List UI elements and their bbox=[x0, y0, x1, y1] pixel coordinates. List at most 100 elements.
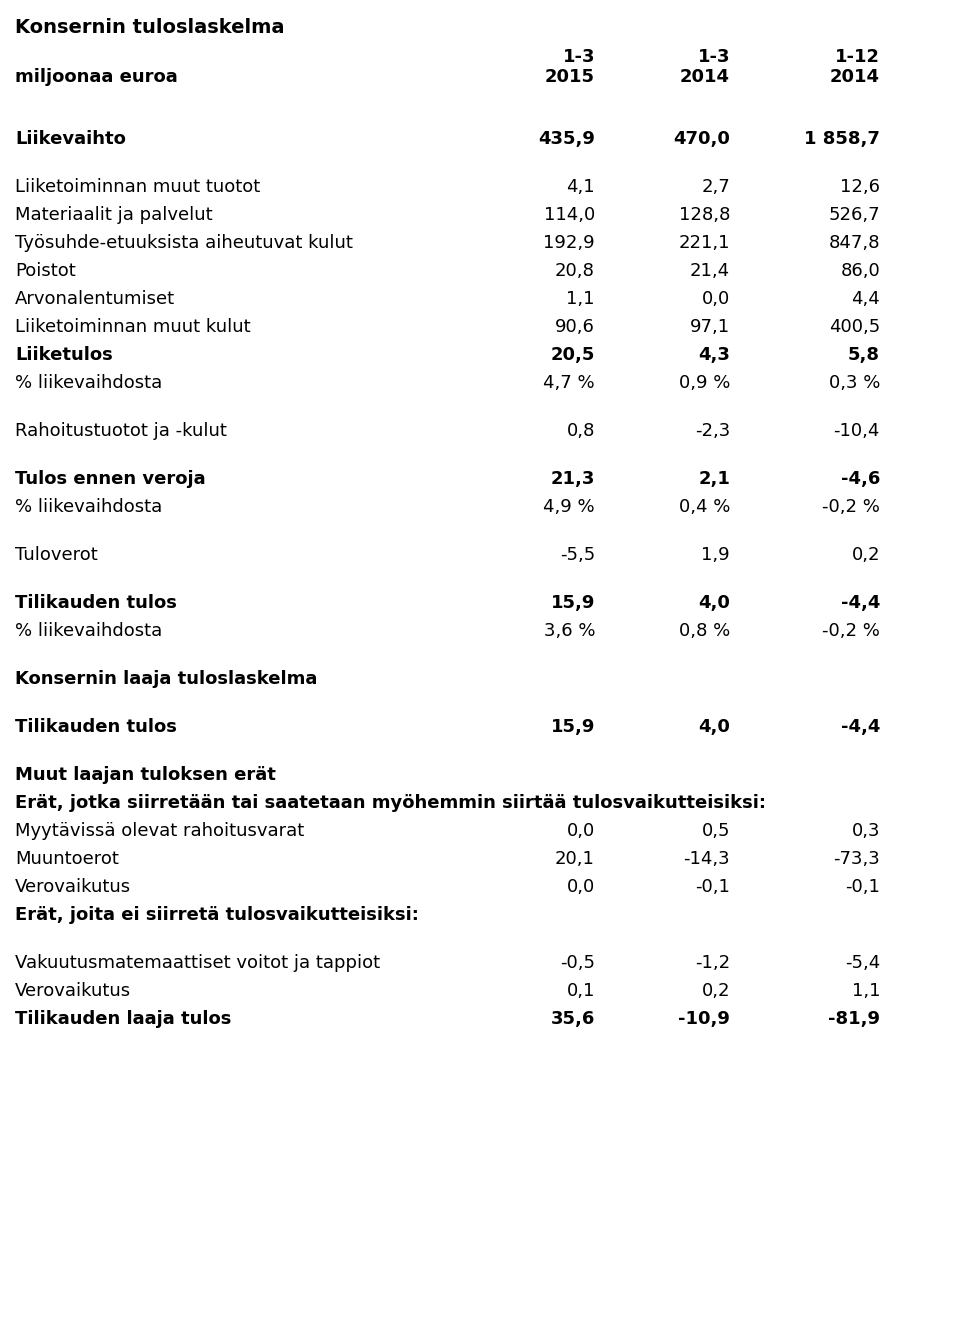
Text: 4,0: 4,0 bbox=[698, 719, 730, 736]
Text: 4,9 %: 4,9 % bbox=[543, 498, 595, 516]
Text: Muuntoerot: Muuntoerot bbox=[15, 850, 119, 868]
Text: 114,0: 114,0 bbox=[543, 205, 595, 224]
Text: % liikevaihdosta: % liikevaihdosta bbox=[15, 373, 162, 392]
Text: Tilikauden tulos: Tilikauden tulos bbox=[15, 594, 177, 612]
Text: 0,8: 0,8 bbox=[566, 422, 595, 441]
Text: Erät, joita ei siirretä tulosvaikutteisiksi:: Erät, joita ei siirretä tulosvaikutteisi… bbox=[15, 907, 419, 924]
Text: miljoonaa euroa: miljoonaa euroa bbox=[15, 68, 178, 86]
Text: Tuloverot: Tuloverot bbox=[15, 547, 98, 564]
Text: 4,4: 4,4 bbox=[852, 290, 880, 308]
Text: -5,5: -5,5 bbox=[560, 547, 595, 564]
Text: 0,1: 0,1 bbox=[566, 982, 595, 1001]
Text: 4,0: 4,0 bbox=[698, 594, 730, 612]
Text: Liiketulos: Liiketulos bbox=[15, 346, 112, 364]
Text: 2014: 2014 bbox=[680, 68, 730, 86]
Text: Erät, jotka siirretään tai saatetaan myöhemmin siirtää tulosvaikutteisiksi:: Erät, jotka siirretään tai saatetaan myö… bbox=[15, 794, 766, 813]
Text: 1-3: 1-3 bbox=[698, 48, 730, 66]
Text: 470,0: 470,0 bbox=[673, 130, 730, 148]
Text: Tulos ennen veroja: Tulos ennen veroja bbox=[15, 470, 205, 488]
Text: 2015: 2015 bbox=[545, 68, 595, 86]
Text: Myytävissä olevat rahoitusvarat: Myytävissä olevat rahoitusvarat bbox=[15, 822, 304, 839]
Text: -0,2 %: -0,2 % bbox=[822, 498, 880, 516]
Text: 21,3: 21,3 bbox=[551, 470, 595, 488]
Text: 5,8: 5,8 bbox=[848, 346, 880, 364]
Text: 1,1: 1,1 bbox=[566, 290, 595, 308]
Text: Liiketoiminnan muut tuotot: Liiketoiminnan muut tuotot bbox=[15, 179, 260, 196]
Text: 1-12: 1-12 bbox=[835, 48, 880, 66]
Text: Tilikauden laaja tulos: Tilikauden laaja tulos bbox=[15, 1010, 231, 1027]
Text: Arvonalentumiset: Arvonalentumiset bbox=[15, 290, 175, 308]
Text: -0,1: -0,1 bbox=[695, 878, 730, 896]
Text: 20,5: 20,5 bbox=[551, 346, 595, 364]
Text: 2,1: 2,1 bbox=[698, 470, 730, 488]
Text: 0,0: 0,0 bbox=[702, 290, 730, 308]
Text: 221,1: 221,1 bbox=[679, 234, 730, 252]
Text: Verovaikutus: Verovaikutus bbox=[15, 982, 132, 1001]
Text: 1 858,7: 1 858,7 bbox=[804, 130, 880, 148]
Text: 526,7: 526,7 bbox=[828, 205, 880, 224]
Text: 2014: 2014 bbox=[830, 68, 880, 86]
Text: 400,5: 400,5 bbox=[828, 318, 880, 336]
Text: % liikevaihdosta: % liikevaihdosta bbox=[15, 498, 162, 516]
Text: Rahoitustuotot ja -kulut: Rahoitustuotot ja -kulut bbox=[15, 422, 227, 441]
Text: 0,2: 0,2 bbox=[702, 982, 730, 1001]
Text: -0,1: -0,1 bbox=[845, 878, 880, 896]
Text: -4,4: -4,4 bbox=[841, 719, 880, 736]
Text: 1,9: 1,9 bbox=[702, 547, 730, 564]
Text: Verovaikutus: Verovaikutus bbox=[15, 878, 132, 896]
Text: -73,3: -73,3 bbox=[833, 850, 880, 868]
Text: -0,2 %: -0,2 % bbox=[822, 622, 880, 641]
Text: -0,5: -0,5 bbox=[560, 954, 595, 972]
Text: 15,9: 15,9 bbox=[551, 719, 595, 736]
Text: 4,3: 4,3 bbox=[698, 346, 730, 364]
Text: Konsernin laaja tuloslaskelma: Konsernin laaja tuloslaskelma bbox=[15, 670, 318, 688]
Text: Konsernin tuloslaskelma: Konsernin tuloslaskelma bbox=[15, 17, 284, 38]
Text: Materiaalit ja palvelut: Materiaalit ja palvelut bbox=[15, 205, 212, 224]
Text: 0,2: 0,2 bbox=[852, 547, 880, 564]
Text: 35,6: 35,6 bbox=[551, 1010, 595, 1027]
Text: 4,7 %: 4,7 % bbox=[543, 373, 595, 392]
Text: % liikevaihdosta: % liikevaihdosta bbox=[15, 622, 162, 641]
Text: Muut laajan tuloksen erät: Muut laajan tuloksen erät bbox=[15, 766, 276, 784]
Text: 0,3 %: 0,3 % bbox=[828, 373, 880, 392]
Text: -1,2: -1,2 bbox=[695, 954, 730, 972]
Text: -14,3: -14,3 bbox=[684, 850, 730, 868]
Text: Työsuhde-etuuksista aiheutuvat kulut: Työsuhde-etuuksista aiheutuvat kulut bbox=[15, 234, 353, 252]
Text: 90,6: 90,6 bbox=[555, 318, 595, 336]
Text: -5,4: -5,4 bbox=[845, 954, 880, 972]
Text: -10,4: -10,4 bbox=[833, 422, 880, 441]
Text: Poistot: Poistot bbox=[15, 262, 76, 279]
Text: 15,9: 15,9 bbox=[551, 594, 595, 612]
Text: Tilikauden tulos: Tilikauden tulos bbox=[15, 719, 177, 736]
Text: Liikevaihto: Liikevaihto bbox=[15, 130, 126, 148]
Text: 97,1: 97,1 bbox=[690, 318, 730, 336]
Text: Liiketoiminnan muut kulut: Liiketoiminnan muut kulut bbox=[15, 318, 251, 336]
Text: -10,9: -10,9 bbox=[678, 1010, 730, 1027]
Text: 0,3: 0,3 bbox=[852, 822, 880, 839]
Text: 1-3: 1-3 bbox=[563, 48, 595, 66]
Text: 128,8: 128,8 bbox=[679, 205, 730, 224]
Text: 2,7: 2,7 bbox=[701, 179, 730, 196]
Text: -4,4: -4,4 bbox=[841, 594, 880, 612]
Text: 1,1: 1,1 bbox=[852, 982, 880, 1001]
Text: 21,4: 21,4 bbox=[690, 262, 730, 279]
Text: -2,3: -2,3 bbox=[695, 422, 730, 441]
Text: 0,0: 0,0 bbox=[566, 822, 595, 839]
Text: 12,6: 12,6 bbox=[840, 179, 880, 196]
Text: 0,9 %: 0,9 % bbox=[679, 373, 730, 392]
Text: 0,5: 0,5 bbox=[702, 822, 730, 839]
Text: 435,9: 435,9 bbox=[539, 130, 595, 148]
Text: 86,0: 86,0 bbox=[840, 262, 880, 279]
Text: 20,1: 20,1 bbox=[555, 850, 595, 868]
Text: Vakuutusmatemaattiset voitot ja tappiot: Vakuutusmatemaattiset voitot ja tappiot bbox=[15, 954, 380, 972]
Text: -4,6: -4,6 bbox=[841, 470, 880, 488]
Text: 20,8: 20,8 bbox=[555, 262, 595, 279]
Text: 0,8 %: 0,8 % bbox=[679, 622, 730, 641]
Text: -81,9: -81,9 bbox=[828, 1010, 880, 1027]
Text: 0,0: 0,0 bbox=[566, 878, 595, 896]
Text: 192,9: 192,9 bbox=[543, 234, 595, 252]
Text: 847,8: 847,8 bbox=[828, 234, 880, 252]
Text: 0,4 %: 0,4 % bbox=[679, 498, 730, 516]
Text: 4,1: 4,1 bbox=[566, 179, 595, 196]
Text: 3,6 %: 3,6 % bbox=[543, 622, 595, 641]
